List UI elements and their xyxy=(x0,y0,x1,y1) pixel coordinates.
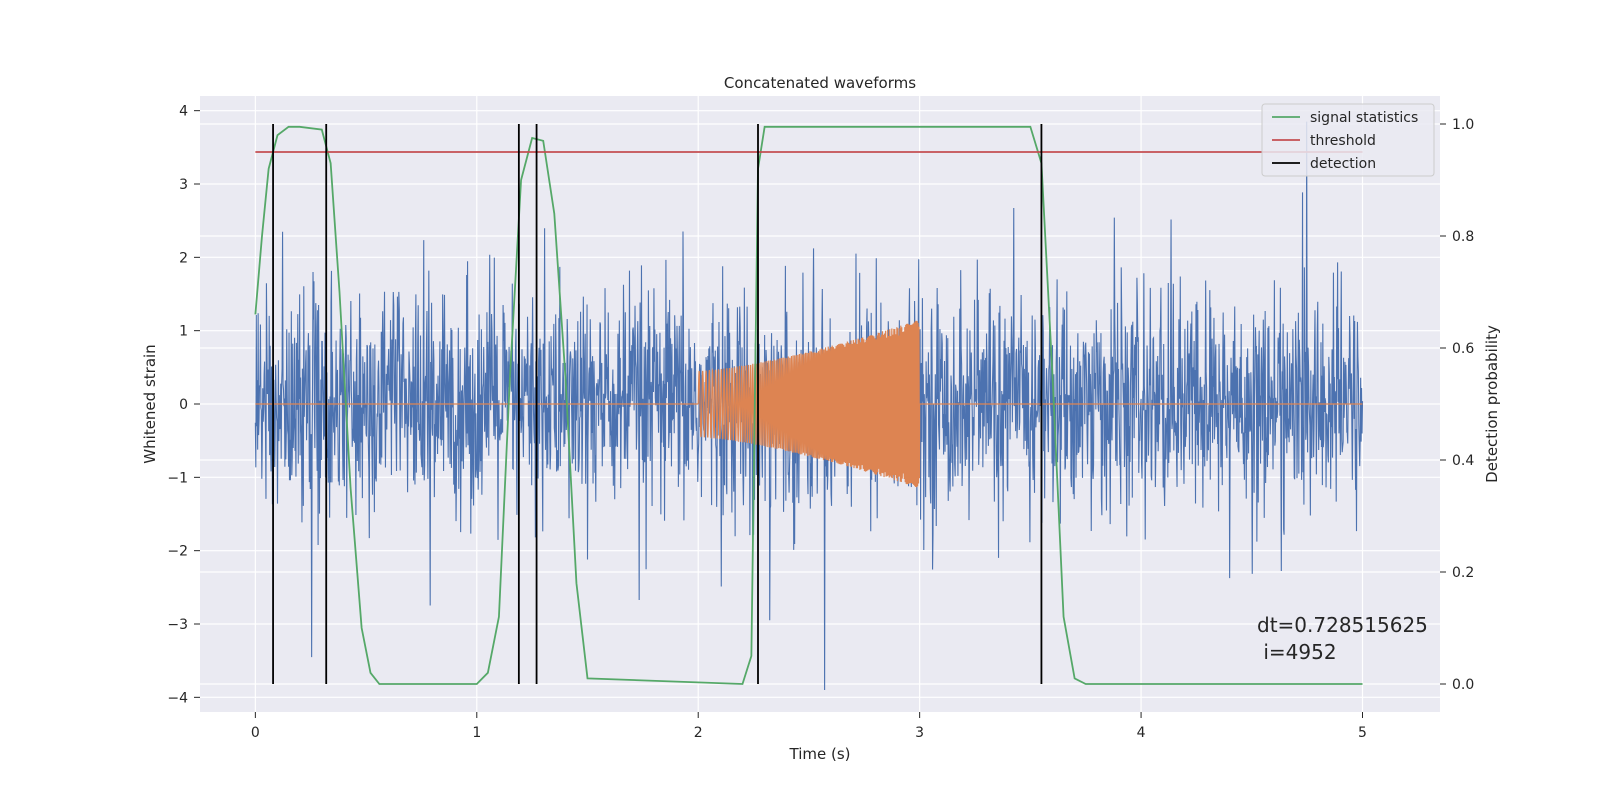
y2-tick-label: 0.2 xyxy=(1452,565,1474,581)
y2-tick-label: 0.4 xyxy=(1452,453,1474,469)
annotation-dt: dt=0.728515625 xyxy=(1257,613,1428,637)
y-tick-label: −3 xyxy=(167,617,188,633)
y-tick-label: 4 xyxy=(179,104,188,120)
x-tick-label: 5 xyxy=(1358,725,1367,741)
y-tick-label: −4 xyxy=(167,690,188,706)
y-tick-label: −2 xyxy=(167,544,188,560)
y2-tick-label: 1.0 xyxy=(1452,117,1474,133)
y-tick-label: −1 xyxy=(167,470,188,486)
y-tick-label: 2 xyxy=(179,250,188,266)
y-tick-label: 3 xyxy=(179,177,188,193)
legend-frame xyxy=(1261,103,1435,177)
y-axis-label: Whitened strain xyxy=(141,344,159,463)
x-tick-label: 3 xyxy=(915,725,924,741)
y2-tick-label: 0.0 xyxy=(1452,677,1474,693)
y2-axis-label: Detection probability xyxy=(1483,325,1501,483)
signal-statistics-line xyxy=(254,125,1363,685)
y2-tick-label: 0.8 xyxy=(1452,229,1474,245)
legend: signal statistics threshold detection xyxy=(1261,103,1435,177)
y-tick-label: 0 xyxy=(179,397,188,413)
y2-tick-label: 0.6 xyxy=(1452,341,1474,357)
injected-signal-line xyxy=(255,320,1363,488)
x-tick-label: 2 xyxy=(694,725,703,741)
x-tick-label: 0 xyxy=(251,725,260,741)
legend-label-threshold: threshold xyxy=(1310,133,1376,149)
annotation-index: i=4952 xyxy=(1257,640,1337,664)
x-tick-label: 1 xyxy=(472,725,481,741)
legend-label-signal-statistics: signal statistics xyxy=(1310,110,1418,126)
x-axis-label: Time (s) xyxy=(789,745,851,763)
legend-label-detection: detection xyxy=(1310,156,1376,172)
y-tick-label: 1 xyxy=(179,324,188,340)
axes-layer: 0 1 2 3 4 5 −4 −3 −2 −1 0 1 2 3 4 0.0 0.2 0.4 0.6 0.8 1.0 xyxy=(167,104,1474,741)
chart-title: Concatenated waveforms xyxy=(724,74,916,92)
series-layer xyxy=(254,121,1364,691)
x-tick-label: 4 xyxy=(1137,725,1146,741)
